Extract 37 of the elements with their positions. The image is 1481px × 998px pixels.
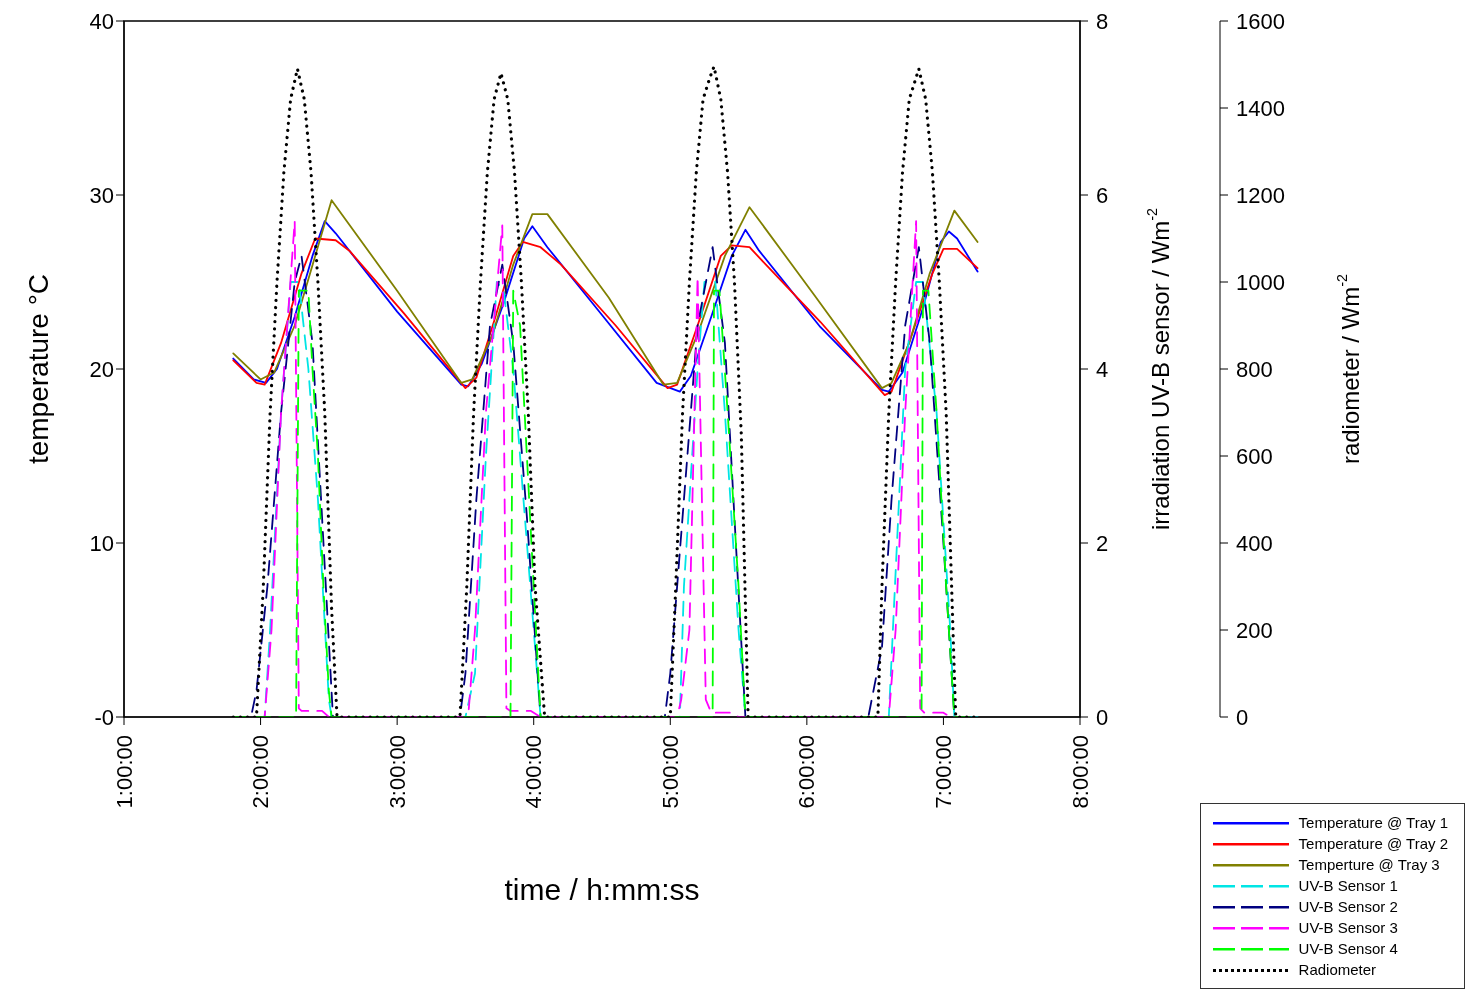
y3-tick-label: 1000 (1236, 269, 1285, 295)
x-tick-label: 7:00:00 (930, 735, 956, 809)
x-tick-label: 8:00:00 (1067, 735, 1093, 809)
y3-tick-label: 200 (1236, 617, 1273, 643)
y3-tick-label: 0 (1236, 704, 1249, 730)
legend-label: Radiometer (1298, 961, 1377, 978)
y-axis-title: temperature °C (22, 273, 54, 465)
legend-label: UV-B Sensor 4 (1298, 940, 1398, 957)
legend-label: UV-B Sensor 3 (1298, 919, 1398, 936)
x-tick-label: 5:00:00 (657, 735, 683, 809)
y3-tick-label: 1200 (1236, 182, 1285, 208)
x-tick-label: 3:00:00 (384, 735, 410, 809)
x-tick-label: 6:00:00 (794, 735, 820, 809)
y2-tick-label: 0 (1096, 704, 1109, 730)
x-axis-title: time / h:mm:ss (504, 872, 700, 906)
y3-tick-label: 800 (1236, 356, 1273, 382)
legend-label: Temperature @ Tray 1 (1298, 814, 1448, 831)
y3-tick-label: 1400 (1236, 95, 1285, 121)
y3-tick-label: 400 (1236, 530, 1273, 556)
y-tick-label: 10 (89, 530, 114, 556)
y-tick-label: -0 (94, 704, 114, 730)
legend-label: UV-B Sensor 1 (1298, 877, 1398, 894)
y-tick-label: 30 (89, 182, 114, 208)
x-tick-label: 1:00:00 (111, 735, 137, 809)
x-tick-label: 2:00:00 (248, 735, 274, 809)
legend-label: Temperture @ Tray 3 (1298, 856, 1440, 873)
y2-tick-label: 6 (1096, 182, 1109, 208)
y2-tick-label: 8 (1096, 8, 1109, 34)
y3-tick-label: 1600 (1236, 8, 1285, 34)
y2-tick-label: 4 (1096, 356, 1109, 382)
y-tick-label: 40 (89, 8, 114, 34)
legend-label: Temperature @ Tray 2 (1298, 835, 1448, 852)
y-tick-label: 20 (89, 356, 114, 382)
x-tick-label: 4:00:00 (521, 735, 547, 809)
y3-tick-label: 600 (1236, 443, 1273, 469)
y2-tick-label: 2 (1096, 530, 1109, 556)
legend-label: UV-B Sensor 2 (1298, 898, 1398, 915)
